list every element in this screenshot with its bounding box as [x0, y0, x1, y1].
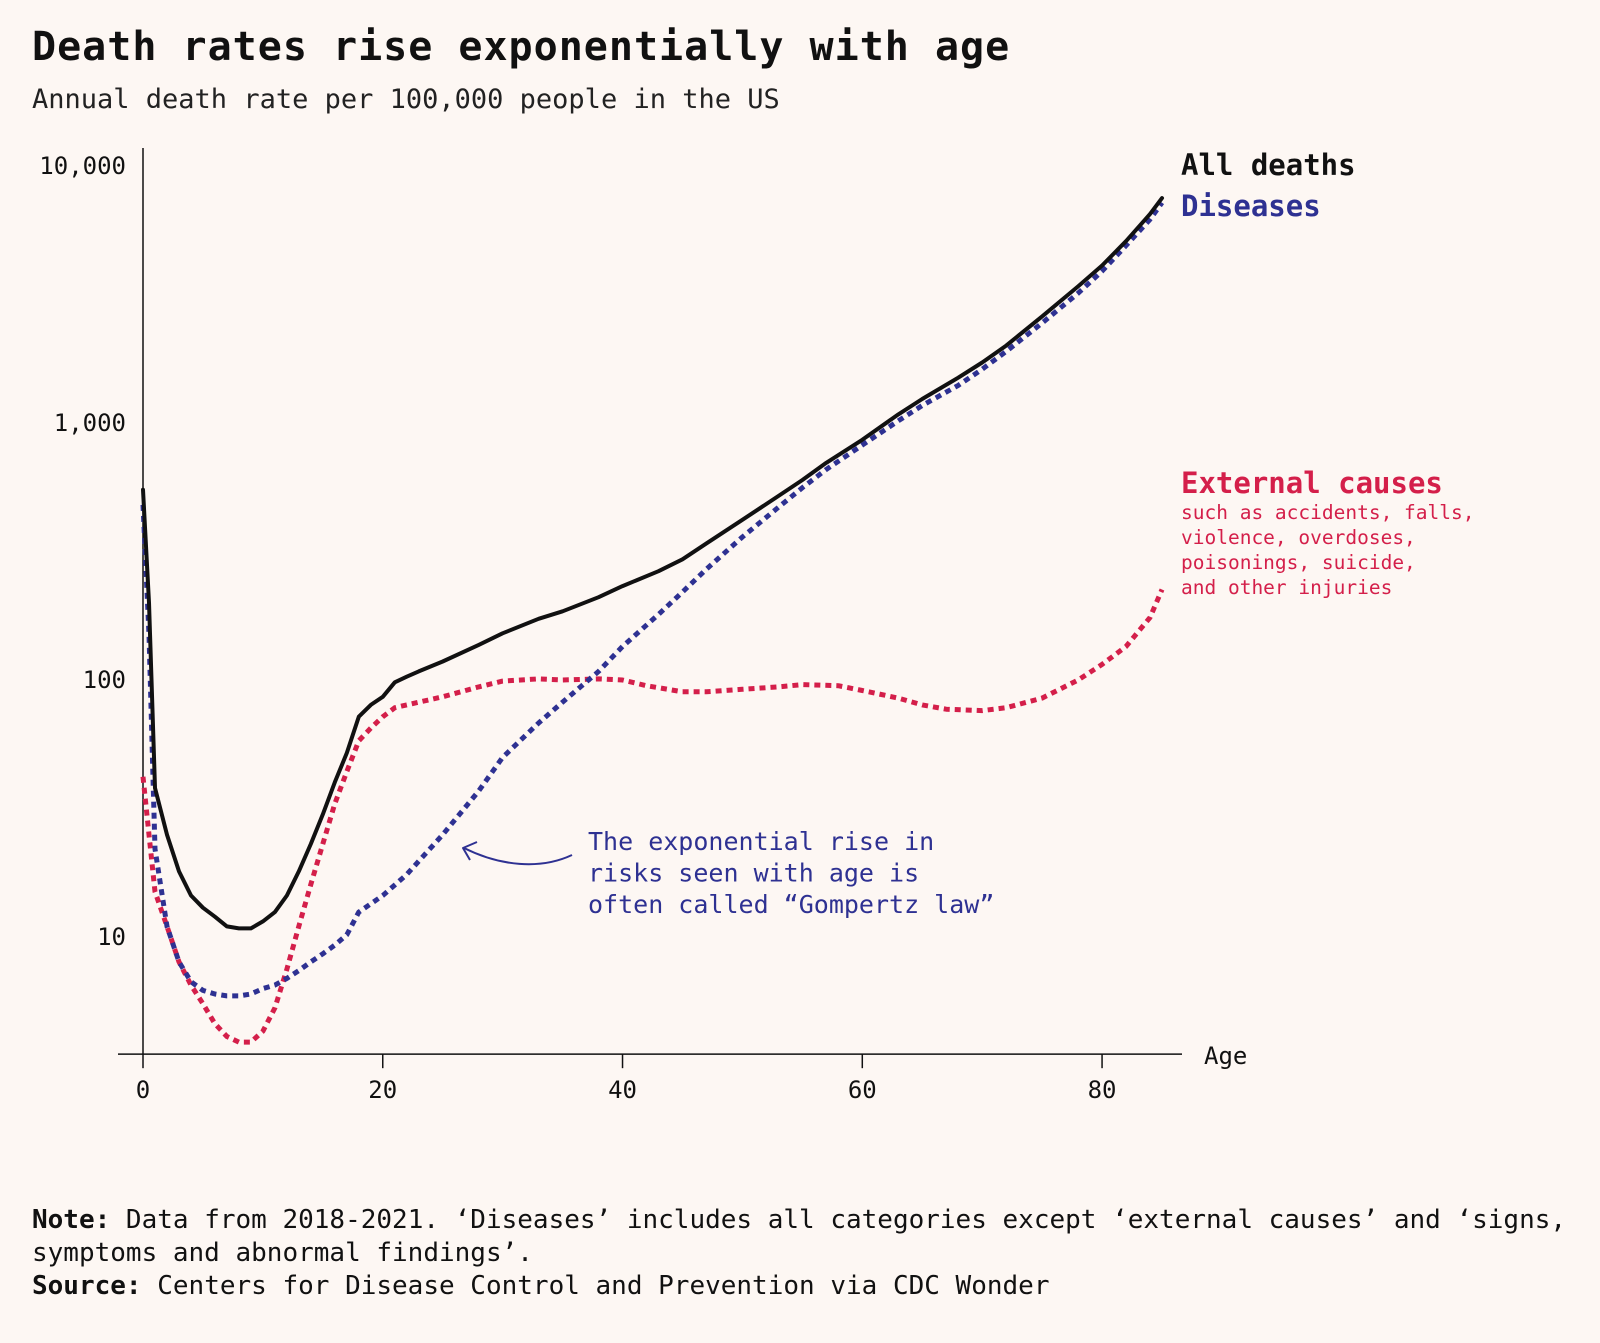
x-axis-label: Age [1204, 1042, 1247, 1070]
external-causes-description: and other injuries [1181, 576, 1392, 599]
note-label: Note: [32, 1205, 111, 1235]
series-line-external-causes [140, 588, 1165, 1045]
label-external-causes: External causes [1181, 466, 1443, 500]
annotation-arrow-curve [463, 847, 573, 866]
label-diseases: Diseases [1181, 189, 1321, 223]
external-causes-description: poisonings, suicide, [1181, 551, 1416, 574]
series-line-diseases [140, 201, 1165, 999]
gompertz-annotation-text: often called “Gompertz law” [588, 890, 994, 919]
source-line: Source: Centers for Disease Control and … [32, 1270, 1572, 1303]
y-tick-label: 10,000 [39, 152, 126, 180]
chart-subtitle: Annual death rate per 100,000 people in … [32, 84, 780, 115]
x-tick-label: 20 [368, 1076, 397, 1104]
series-layer [140, 196, 1165, 1045]
note-text: Data from 2018-2021. ‘Diseases’ includes… [32, 1205, 1567, 1268]
external-causes-description: such as accidents, falls, [1181, 501, 1475, 524]
source-text: Centers for Disease Control and Preventi… [141, 1271, 1050, 1301]
annotation-arrow-head [462, 841, 478, 861]
y-tick-label: 1,000 [54, 409, 126, 437]
gompertz-annotation-text: The exponential rise in [588, 827, 934, 856]
note-line: Note: Data from 2018-2021. ‘Diseases’ in… [32, 1204, 1572, 1270]
y-tick-label: 100 [83, 666, 126, 694]
series-line-all-deaths [141, 196, 1164, 931]
chart-footer: Note: Data from 2018-2021. ‘Diseases’ in… [32, 1204, 1572, 1303]
x-tick-label: 40 [608, 1076, 637, 1104]
gompertz-annotation-text: risks seen with age is [588, 859, 919, 888]
death-rate-chart: 10 100 1,000 10,000 0 20 40 60 80 Age All deaths D… [39, 148, 1475, 1104]
y-tick-label: 10 [97, 923, 126, 951]
source-label: Source: [32, 1271, 142, 1301]
axes: 10 100 1,000 10,000 0 20 40 60 80 Age [39, 148, 1247, 1104]
label-all-deaths: All deaths [1181, 148, 1356, 182]
external-causes-description: violence, overdoses, [1181, 526, 1416, 549]
x-tick-label: 60 [848, 1076, 877, 1104]
x-tick-label: 80 [1088, 1076, 1117, 1104]
x-tick-label: 0 [136, 1076, 150, 1104]
chart-title: Death rates rise exponentially with age [32, 24, 1011, 70]
